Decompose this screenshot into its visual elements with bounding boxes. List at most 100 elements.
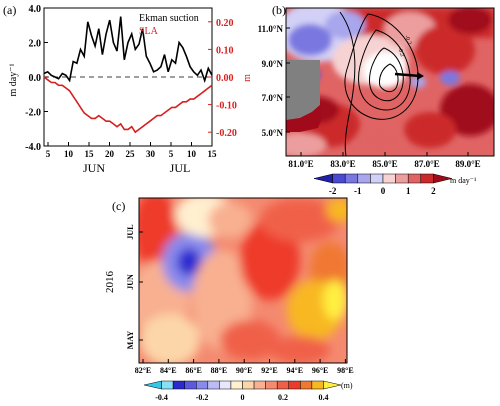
month-label-jul: JUL — [170, 161, 191, 175]
colorbar-b-swatch — [313, 173, 333, 184]
panel-label-a: (a) — [3, 3, 16, 17]
colorbar-c-swatch — [143, 380, 162, 390]
x-axis-ticks: 5 10 15 20 25 30 5 10 15 — [46, 142, 217, 159]
colorbar-c-swatch — [184, 380, 197, 390]
right-axis-ticks: -0.20 -0.10 0.00 0.10 0.20 — [208, 18, 237, 139]
colorbar-c-swatch — [196, 380, 209, 390]
lon-tick-label: 81.0°E — [288, 159, 313, 169]
x-tick-label-c: 92°E — [261, 366, 278, 375]
colorbar-b-tick: 1 — [406, 186, 411, 196]
legend-sla: SLA — [139, 26, 159, 37]
colorbar-b-tick: -2 — [329, 186, 337, 196]
x-tick-label-c: 94°E — [287, 366, 304, 375]
ssh-contours — [339, 11, 419, 156]
colorbar-b-swatch — [395, 173, 409, 184]
colorbar-b-swatch — [344, 173, 359, 184]
x-tick-label: 5 — [46, 149, 51, 159]
lat-tick-label: 9.0°N — [262, 59, 284, 69]
y-tick-label-c: JUL — [126, 224, 135, 239]
left-axis-ticks: -4.0 -2.0 0.0 2.0 4.0 — [25, 4, 48, 153]
lat-tick-label: 11.0°N — [258, 24, 284, 34]
contour-label-1: -0.2 — [396, 47, 405, 58]
left-axis-label: m day⁻¹ — [8, 64, 19, 97]
x-tick-label-c: 82°E — [135, 366, 152, 375]
land-mask — [286, 60, 320, 120]
x-tick-label: 30 — [146, 149, 156, 159]
colorbar-b-swatch — [420, 173, 434, 184]
colorbar-c-swatch — [207, 380, 220, 390]
plot-frame-b — [285, 7, 495, 157]
left-tick-label: 0.0 — [29, 73, 42, 84]
y-axis-ticks: MAY JUN JUL — [126, 224, 143, 349]
y-axis-label-c: 2016 — [104, 271, 116, 294]
colorbar-c-swatch — [323, 380, 342, 390]
x-tick-label: 15 — [85, 149, 95, 159]
colorbar-c-tick: -0.4 — [155, 393, 168, 402]
right-tick-label: -0.10 — [216, 101, 237, 112]
x-tick-label-c: 88°E — [211, 366, 228, 375]
left-tick-label: 2.0 — [29, 39, 42, 50]
colorbar-c-swatch — [230, 380, 243, 390]
panel-label-c: (c) — [112, 199, 125, 213]
track-arrow-icon — [417, 72, 424, 80]
x-tick-label-c: 98°E — [337, 366, 354, 375]
map-b: -0.2 -0.2 — [286, 8, 494, 156]
eddy-track — [394, 72, 421, 78]
colorbar-c-unit: (m) — [341, 381, 353, 390]
colorbar-c-tick: 0.4 — [318, 393, 328, 402]
x-tick-label-c: 90°E — [236, 366, 253, 375]
right-tick-label: -0.20 — [216, 128, 237, 139]
series-line-ekman — [43, 16, 213, 84]
colorbar-b-tick: 2 — [431, 186, 436, 196]
series-layer — [43, 16, 213, 134]
lon-tick-label: 89.0°E — [455, 159, 480, 169]
contour-label-2: -0.2 — [403, 35, 412, 46]
month-label-jun: JUN — [83, 161, 105, 175]
colorbar-c-swatch — [265, 380, 278, 390]
lon-tick-label: 85.0°E — [372, 159, 397, 169]
colorbar-c-swatch — [288, 380, 301, 390]
x-tick-label: 25 — [126, 149, 136, 159]
colorbar-c-tick: 0.2 — [278, 393, 288, 402]
x-tick-label: 5 — [169, 149, 174, 159]
hovmoller-field — [139, 198, 347, 363]
left-tick-label: 4.0 — [29, 4, 42, 15]
colorbar-c-swatch — [219, 380, 232, 390]
legend-ekman: Ekman suction — [139, 13, 199, 24]
lat-axis-ticks: 5.0°N 7.0°N 9.0°N 11.0°N — [258, 24, 290, 138]
colorbar-c-swatch — [161, 380, 174, 390]
x-tick-label-c: 86°E — [185, 366, 202, 375]
right-axis-label: m — [242, 74, 253, 82]
coastal-band — [286, 105, 322, 132]
colorbar-c-swatch — [242, 380, 255, 390]
panel-a: (a) -4.0 -2.0 0.0 2.0 4.0 -0.20 -0.10 0.00 0.10… — [3, 3, 253, 175]
right-tick-label: 0.20 — [216, 18, 234, 29]
series-line-sla — [43, 76, 213, 134]
x-tick-label-c: 96°E — [312, 366, 329, 375]
panel-label-b: (b) — [272, 3, 286, 17]
plot-frame-c — [138, 197, 348, 364]
right-tick-label: 0.00 — [216, 73, 234, 84]
colorbar-b-swatch — [357, 173, 371, 184]
left-tick-label: -2.0 — [25, 108, 41, 119]
colorbar-b-swatch — [382, 173, 396, 184]
colorbar-c-tick: -0.2 — [196, 393, 209, 402]
hovmoller-c — [139, 198, 347, 363]
colorbar-c-swatch — [253, 380, 266, 390]
colorbar-b-swatch — [370, 173, 384, 184]
x-tick-label: 10 — [64, 149, 74, 159]
colorbar-c-swatch — [300, 380, 313, 390]
colorbar-c: -0.4 -0.2 0 0.2 0.4 — [143, 380, 342, 402]
lon-tick-label: 87.0°E — [414, 159, 439, 169]
x-tick-label-c: 84°E — [160, 366, 177, 375]
colorbar-b-tick: -1 — [354, 186, 362, 196]
x-tick-label: 10 — [187, 149, 197, 159]
lon-tick-label: 83.0°E — [330, 159, 355, 169]
x-tick-label: 15 — [208, 149, 218, 159]
y-tick-label-c: JUN — [126, 274, 135, 290]
right-tick-label: 0.10 — [216, 45, 234, 56]
colorbar-c-tick: 0 — [241, 393, 245, 402]
colorbar-b-swatch — [407, 173, 422, 184]
panel-b: (b) — [258, 3, 495, 196]
